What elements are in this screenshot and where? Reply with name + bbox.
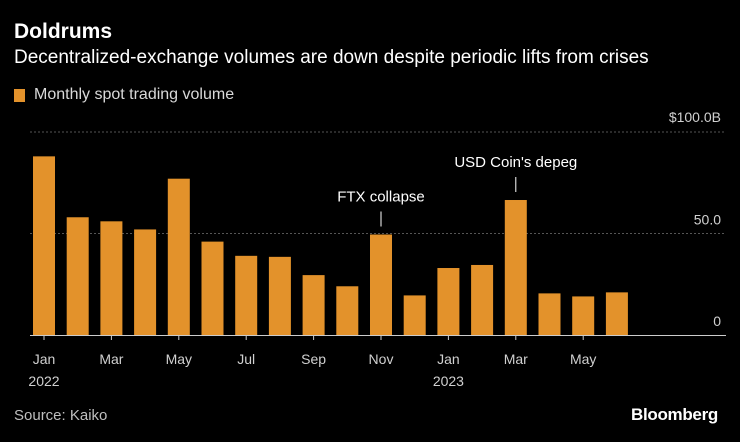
x-tick-year: 2022 (28, 373, 59, 389)
annotation-label: FTX collapse (337, 189, 425, 206)
bar (167, 178, 190, 335)
bar (201, 241, 224, 335)
bar (504, 200, 527, 335)
y-tick-label: $100.0B (669, 109, 721, 125)
y-tick-label: 0 (713, 313, 721, 329)
y-tick-label: 50.0 (694, 212, 721, 228)
bloomberg-logo: Bloomberg (630, 405, 718, 424)
bar (268, 256, 291, 335)
chart-subtitle: Decentralized-exchange volumes are down … (14, 47, 649, 68)
bar (437, 268, 460, 335)
legend: Monthly spot trading volume (14, 86, 234, 104)
bar (572, 296, 595, 335)
source-note: Source: Kaiko (14, 407, 108, 424)
bar (302, 275, 325, 335)
bar (66, 217, 89, 335)
bar (100, 221, 123, 335)
bar (471, 264, 494, 335)
bar (403, 295, 426, 335)
x-tick-year: 2023 (433, 373, 464, 389)
x-tick-label: Nov (369, 351, 394, 367)
bar (605, 292, 628, 335)
bar (370, 234, 392, 335)
x-tick-label: May (570, 351, 596, 367)
bar (134, 229, 157, 335)
x-tick-label: Jan (33, 351, 56, 367)
bar (336, 286, 359, 335)
bar (33, 156, 55, 335)
bar (235, 255, 258, 335)
bar (538, 293, 561, 335)
x-tick-label: Mar (504, 351, 528, 367)
x-tick-label: Mar (99, 351, 123, 367)
legend-label: Monthly spot trading volume (34, 86, 235, 103)
x-tick-label: Jul (237, 351, 255, 367)
x-tick-label: Sep (301, 351, 326, 367)
chart-title: Doldrums (14, 20, 113, 43)
legend-swatch (14, 88, 25, 102)
x-tick-label: Jan (437, 351, 460, 367)
x-tick-label: May (166, 351, 192, 367)
annotation-label: USD Coin's depeg (454, 154, 577, 171)
